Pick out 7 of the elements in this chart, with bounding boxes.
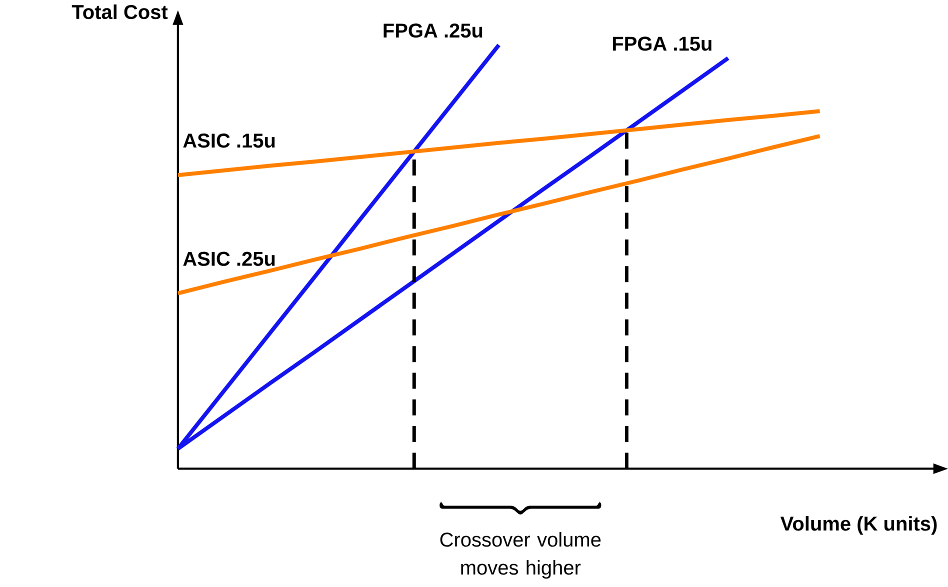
x-axis-title: Volume (K units) bbox=[780, 516, 937, 535]
series-label: ASIC .25u bbox=[183, 252, 275, 266]
y-axis-title: Total Cost bbox=[72, 4, 168, 20]
series-label: FPGA .15u bbox=[612, 36, 712, 51]
series-label: FPGA .25u bbox=[384, 24, 482, 38]
text: Crossover volume moves higher bbox=[440, 532, 601, 579]
series-label: ASIC .15u bbox=[183, 134, 275, 148]
